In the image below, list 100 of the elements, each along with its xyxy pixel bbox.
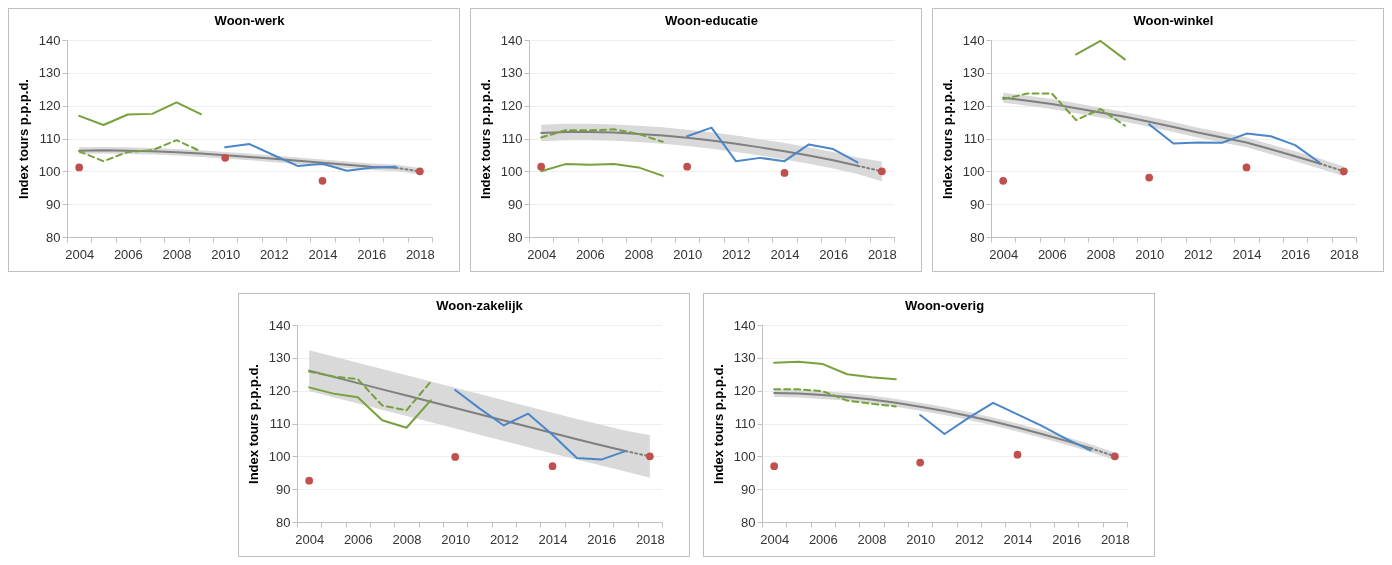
x-tick-label: 2008 <box>857 531 886 547</box>
y-tick-label: 90 <box>508 196 523 212</box>
y-tick-label: 140 <box>500 32 523 48</box>
point <box>645 452 654 461</box>
y-tick-label: 80 <box>275 514 290 530</box>
y-tick-label: 130 <box>962 65 985 81</box>
x-tick-label: 2010 <box>1135 246 1165 262</box>
line-series <box>78 101 202 127</box>
y-tick-label: 130 <box>38 65 61 81</box>
point <box>769 462 778 471</box>
x-tick-label: 2004 <box>759 531 789 547</box>
x-tick-label: 2008 <box>1086 246 1116 262</box>
point <box>915 458 924 467</box>
x-tick-label: 2018 <box>867 246 897 262</box>
x-tick-label: 2012 <box>259 246 289 262</box>
y-tick-label: 100 <box>268 448 290 464</box>
point <box>999 176 1008 185</box>
x-tick-label: 2018 <box>1329 246 1359 262</box>
x-tick-label: 2014 <box>308 246 338 262</box>
x-tick-label: 2010 <box>673 246 703 262</box>
x-tick-label: 2006 <box>343 531 373 547</box>
y-axis-title: Index tours p.p.p.d. <box>477 79 493 199</box>
point <box>304 476 313 485</box>
x-tick-label: 2014 <box>1003 531 1032 547</box>
y-axis-title: Index tours p.p.p.d. <box>15 79 31 199</box>
x-tick-label: 2008 <box>162 246 192 262</box>
x-tick-label: 2012 <box>1183 246 1213 262</box>
y-tick-label: 140 <box>962 32 985 48</box>
line-series <box>307 370 432 412</box>
x-tick-label: 2014 <box>1232 246 1262 262</box>
x-tick-label: 2014 <box>538 531 567 547</box>
y-tick-label: 130 <box>268 350 290 366</box>
point <box>548 462 556 471</box>
line-series <box>307 386 432 429</box>
y-tick-label: 120 <box>500 98 523 114</box>
y-tick-label: 100 <box>962 163 985 179</box>
line-series <box>540 128 664 143</box>
x-tick-label: 2018 <box>1100 531 1130 547</box>
point <box>75 163 84 172</box>
x-tick-label: 2006 <box>575 246 605 262</box>
x-tick-label: 2010 <box>440 531 470 547</box>
chart-title: Woon-winkel <box>1133 13 1214 28</box>
x-tick-label: 2004 <box>65 246 95 262</box>
x-tick-label: 2012 <box>721 246 751 262</box>
point <box>415 167 424 176</box>
chart-title: Woon-werk <box>214 13 286 28</box>
x-tick-label: 2008 <box>392 531 421 547</box>
x-tick-label: 2018 <box>635 531 665 547</box>
y-tick-label: 120 <box>268 383 290 399</box>
y-axis-title: Index tours p.p.p.d. <box>939 79 955 199</box>
x-tick-label: 2012 <box>954 531 984 547</box>
y-tick-label: 130 <box>733 350 755 366</box>
point <box>1145 173 1154 182</box>
x-tick-label: 2018 <box>405 246 435 262</box>
point <box>1242 163 1251 172</box>
y-tick-label: 110 <box>734 416 755 431</box>
y-tick-label: 100 <box>733 448 755 464</box>
y-tick-label: 110 <box>963 131 985 146</box>
y-tick-label: 90 <box>275 481 290 497</box>
y-axis-title: Index tours p.p.p.d. <box>710 364 726 484</box>
x-tick-label: 2014 <box>770 246 800 262</box>
x-tick-label: 2006 <box>1037 246 1067 262</box>
x-tick-label: 2008 <box>624 246 654 262</box>
point <box>318 176 327 185</box>
x-tick-label: 2016 <box>586 531 616 547</box>
chart-title: Woon-educatie <box>665 13 758 28</box>
line-series <box>1148 123 1321 164</box>
y-tick-label: 140 <box>268 317 290 333</box>
y-tick-label: 80 <box>970 229 985 245</box>
line-series <box>686 126 859 164</box>
x-tick-label: 2004 <box>527 246 557 262</box>
y-tick-label: 100 <box>500 163 523 179</box>
line-series <box>772 388 897 408</box>
point <box>1013 450 1021 459</box>
y-tick-label: 120 <box>733 383 755 399</box>
x-tick-label: 2016 <box>1051 531 1081 547</box>
x-tick-label: 2016 <box>819 246 849 262</box>
y-tick-label: 140 <box>38 32 61 48</box>
x-tick-label: 2012 <box>489 531 519 547</box>
y-tick-label: 80 <box>740 514 755 530</box>
y-tick-label: 100 <box>38 163 61 179</box>
point <box>1339 167 1348 176</box>
chart-title: Woon-overig <box>904 298 984 313</box>
y-tick-label: 80 <box>508 229 523 245</box>
y-tick-label: 130 <box>500 65 523 81</box>
x-tick-label: 2010 <box>905 531 935 547</box>
x-tick-label: 2016 <box>1281 246 1311 262</box>
x-tick-label: 2006 <box>808 531 838 547</box>
x-tick-label: 2004 <box>294 531 324 547</box>
y-tick-label: 80 <box>46 229 61 245</box>
y-tick-label: 140 <box>733 317 755 333</box>
y-tick-label: 110 <box>269 416 290 431</box>
y-tick-label: 90 <box>46 196 61 212</box>
point <box>1110 452 1119 461</box>
point <box>450 453 459 461</box>
x-tick-label: 2010 <box>211 246 241 262</box>
x-tick-label: 2016 <box>357 246 387 262</box>
line-series <box>772 360 897 381</box>
y-tick-label: 110 <box>501 131 523 146</box>
y-tick-label: 120 <box>962 98 985 114</box>
